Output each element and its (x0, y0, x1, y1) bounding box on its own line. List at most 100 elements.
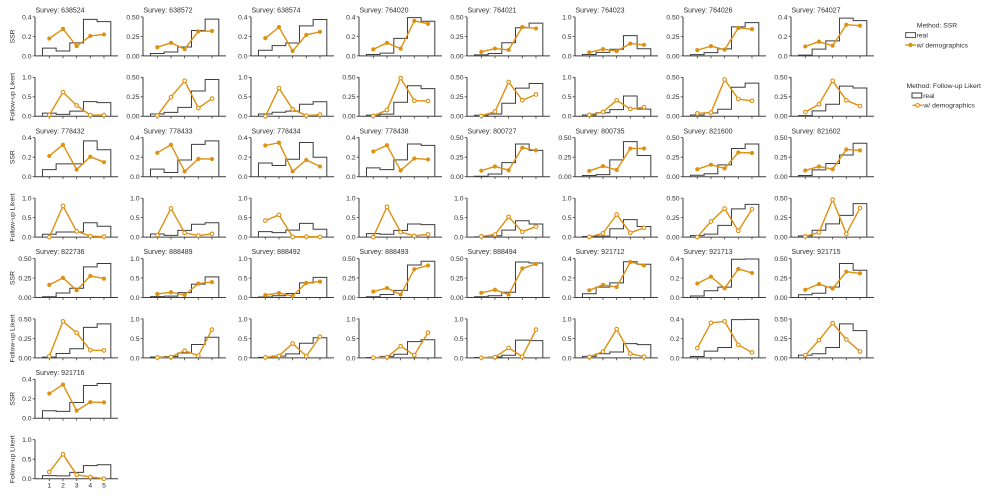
svg-text:0.00: 0.00 (666, 53, 679, 60)
svg-text:5: 5 (102, 483, 106, 490)
svg-text:0.50: 0.50 (558, 135, 571, 142)
svg-text:0.00: 0.00 (450, 53, 463, 60)
svg-text:0.2: 0.2 (670, 336, 680, 343)
svg-text:Survey: 778438: Survey: 778438 (360, 128, 409, 135)
svg-text:Survey: 778433: Survey: 778433 (144, 128, 193, 135)
svg-text:0.25: 0.25 (774, 275, 787, 282)
svg-text:0.00: 0.00 (18, 295, 31, 302)
svg-text:0.5: 0.5 (22, 215, 32, 222)
svg-text:0.25: 0.25 (774, 336, 787, 343)
svg-text:0.0: 0.0 (130, 295, 140, 302)
svg-text:0.0: 0.0 (238, 174, 248, 181)
svg-text:0.0: 0.0 (346, 53, 356, 60)
svg-text:1.0: 1.0 (130, 316, 140, 323)
svg-text:0.50: 0.50 (666, 196, 679, 203)
svg-text:Survey: 764026: Survey: 764026 (684, 8, 733, 15)
svg-text:0.25: 0.25 (666, 155, 679, 162)
svg-text:0.00: 0.00 (666, 174, 679, 181)
svg-text:0.4: 0.4 (346, 135, 356, 142)
svg-text:0.5: 0.5 (238, 336, 248, 343)
svg-text:0.25: 0.25 (342, 94, 355, 101)
svg-text:Follow-up Likert: Follow-up Likert (10, 435, 17, 483)
svg-text:0.0: 0.0 (130, 355, 140, 362)
svg-text:w/ demographics: w/ demographics (922, 103, 975, 110)
svg-text:0.2: 0.2 (238, 155, 248, 162)
svg-text:0.00: 0.00 (342, 114, 355, 121)
svg-text:Survey: 888493: Survey: 888493 (360, 249, 409, 256)
svg-text:0.4: 0.4 (346, 14, 356, 21)
svg-text:0.4: 0.4 (778, 14, 788, 21)
svg-text:0.5: 0.5 (346, 336, 356, 343)
svg-text:Survey: 778434: Survey: 778434 (252, 128, 301, 135)
svg-text:1.0: 1.0 (562, 75, 572, 82)
svg-text:0.00: 0.00 (666, 114, 679, 121)
svg-text:0.5: 0.5 (454, 336, 464, 343)
svg-text:0.0: 0.0 (562, 53, 572, 60)
svg-text:4: 4 (88, 483, 92, 490)
svg-text:1.0: 1.0 (562, 316, 572, 323)
svg-text:0.2: 0.2 (22, 34, 32, 41)
svg-text:0.00: 0.00 (558, 174, 571, 181)
svg-text:0.5: 0.5 (22, 94, 32, 101)
svg-text:0.2: 0.2 (130, 155, 140, 162)
svg-text:0.25: 0.25 (126, 94, 139, 101)
svg-text:0.5: 0.5 (562, 34, 572, 41)
svg-text:1.0: 1.0 (454, 196, 464, 203)
svg-text:0.25: 0.25 (450, 155, 463, 162)
svg-text:1: 1 (47, 483, 51, 490)
svg-text:0.25: 0.25 (18, 336, 31, 343)
svg-text:Survey: 764020: Survey: 764020 (360, 8, 409, 15)
svg-text:Survey: 764027: Survey: 764027 (792, 8, 841, 15)
svg-text:0.00: 0.00 (342, 295, 355, 302)
svg-text:0.50: 0.50 (342, 256, 355, 263)
svg-text:1.0: 1.0 (22, 75, 32, 82)
svg-text:0.00: 0.00 (774, 114, 787, 121)
svg-text:0.50: 0.50 (450, 14, 463, 21)
svg-text:Follow-up Likert: Follow-up Likert (10, 73, 17, 121)
svg-text:0.00: 0.00 (774, 174, 787, 181)
svg-text:0.00: 0.00 (450, 174, 463, 181)
svg-text:0.00: 0.00 (666, 235, 679, 242)
svg-text:1.0: 1.0 (22, 437, 32, 444)
svg-text:0.5: 0.5 (130, 275, 140, 282)
svg-text:0.4: 0.4 (670, 256, 680, 263)
svg-text:Follow-up Likert: Follow-up Likert (10, 194, 17, 242)
svg-text:0.50: 0.50 (450, 256, 463, 263)
svg-text:0.0: 0.0 (238, 355, 248, 362)
svg-text:0.25: 0.25 (774, 94, 787, 101)
svg-text:0.00: 0.00 (774, 295, 787, 302)
svg-text:0.4: 0.4 (22, 135, 32, 142)
svg-text:0.0: 0.0 (22, 235, 32, 242)
svg-text:0.50: 0.50 (774, 316, 787, 323)
svg-text:0.50: 0.50 (774, 135, 787, 142)
svg-text:0.5: 0.5 (130, 215, 140, 222)
svg-text:0.50: 0.50 (666, 135, 679, 142)
svg-text:0.00: 0.00 (18, 355, 31, 362)
svg-text:0.50: 0.50 (666, 14, 679, 21)
svg-text:SSR: SSR (10, 150, 17, 164)
svg-text:0.50: 0.50 (18, 316, 31, 323)
svg-text:0.50: 0.50 (126, 75, 139, 82)
svg-text:0.5: 0.5 (130, 336, 140, 343)
svg-text:0.4: 0.4 (130, 135, 140, 142)
svg-text:0.00: 0.00 (774, 355, 787, 362)
svg-text:Survey: 921715: Survey: 921715 (792, 249, 841, 256)
svg-text:0.25: 0.25 (666, 215, 679, 222)
svg-text:0.0: 0.0 (562, 235, 572, 242)
svg-text:Survey: 921716: Survey: 921716 (36, 370, 85, 377)
svg-text:0.0: 0.0 (346, 235, 356, 242)
svg-text:Method: Follow-up Likert: Method: Follow-up Likert (906, 83, 981, 90)
svg-text:0.25: 0.25 (450, 275, 463, 282)
svg-text:Follow-up Likert: Follow-up Likert (10, 314, 17, 362)
svg-text:Survey: 800727: Survey: 800727 (468, 128, 517, 135)
svg-text:0.5: 0.5 (238, 215, 248, 222)
svg-text:0.4: 0.4 (238, 135, 248, 142)
svg-text:0.0: 0.0 (22, 114, 32, 121)
svg-text:Survey: 822736: Survey: 822736 (36, 249, 85, 256)
svg-text:0.5: 0.5 (562, 215, 572, 222)
svg-text:SSR: SSR (10, 271, 17, 285)
svg-text:0.25: 0.25 (666, 94, 679, 101)
svg-text:1.0: 1.0 (238, 316, 248, 323)
svg-text:0.00: 0.00 (126, 53, 139, 60)
svg-text:0.0: 0.0 (238, 235, 248, 242)
